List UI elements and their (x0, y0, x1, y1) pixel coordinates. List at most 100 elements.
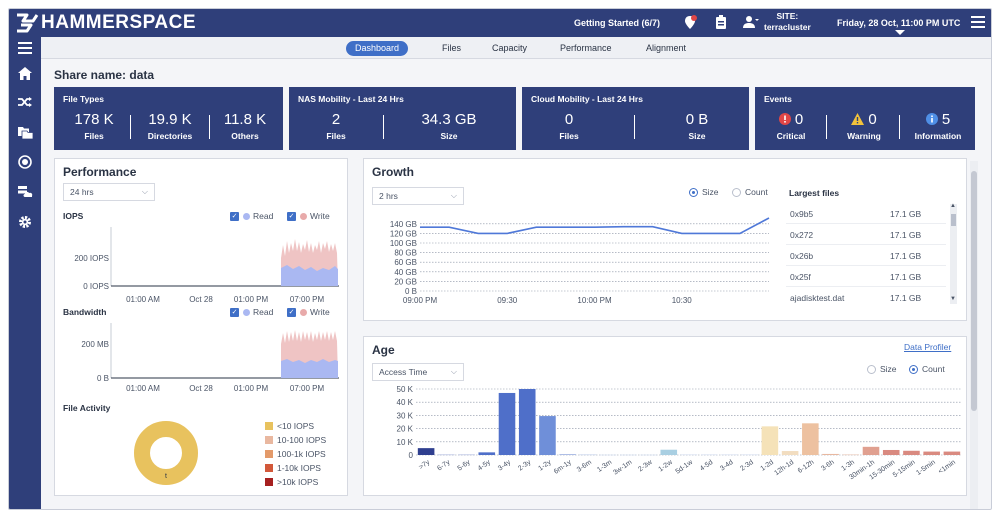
growth-count-radio[interactable]: Count (732, 187, 768, 197)
stat-value: 0 (761, 111, 821, 128)
tab-dashboard[interactable]: Dashboard (346, 41, 409, 56)
scroll-down-icon[interactable]: ▼ (950, 296, 956, 302)
age-bar[interactable] (882, 449, 900, 455)
age-bar[interactable] (438, 454, 455, 456)
largest-file-row[interactable]: ajadisktest.dat 17.1 GB (786, 288, 946, 308)
largest-file-row[interactable]: 0x26b 17.1 GB (786, 246, 946, 266)
stat-value: 5 (905, 111, 971, 128)
age-bar[interactable] (761, 426, 779, 455)
sidebar-menu-icon[interactable] (16, 41, 34, 59)
age-bar[interactable] (700, 454, 718, 456)
bandwidth-read-legend[interactable]: ✓ Read (230, 307, 273, 317)
age-bar[interactable] (680, 454, 698, 456)
scrollbar-thumb[interactable] (951, 214, 956, 226)
logo[interactable]: HAMMERSPACE (15, 12, 196, 34)
age-bar[interactable] (862, 446, 880, 455)
events-card[interactable]: Events 0 Critical 0 Warning 5 Informatio… (755, 87, 975, 150)
getting-started-link[interactable]: Getting Started (6/7) (574, 18, 661, 28)
settings-gear-icon[interactable] (16, 215, 34, 233)
age-bar[interactable] (478, 452, 496, 455)
tab-performance[interactable]: Performance (560, 43, 612, 53)
legend-swatch (265, 436, 273, 444)
divider (634, 115, 635, 139)
age-bar[interactable] (539, 416, 556, 455)
age-bar[interactable] (741, 454, 758, 456)
critical-count: 0 (794, 111, 804, 128)
age-bar[interactable] (498, 392, 516, 455)
cloud-mobility-card[interactable]: Cloud Mobility - Last 24 Hrs 0 Files 0 B… (522, 87, 749, 150)
data-profiler-link[interactable]: Data Profiler (904, 342, 952, 352)
time-tick-label: 07:00 PM (290, 295, 325, 304)
largest-file-row[interactable]: 0x272 17.1 GB (786, 225, 946, 245)
tab-files[interactable]: Files (442, 43, 462, 53)
stat-critical[interactable]: 0 Critical (761, 111, 821, 141)
page-scrollbar[interactable] (970, 161, 978, 509)
datetime[interactable]: Friday, 28 Oct, 11:00 PM UTC (837, 18, 961, 28)
divider (383, 115, 384, 139)
tab-alignment[interactable]: Alignment (646, 43, 687, 53)
age-bar[interactable] (458, 454, 475, 456)
age-bar[interactable] (923, 451, 940, 455)
age-bar[interactable] (943, 451, 961, 455)
age-chart: 50 K 40 K 30 K 20 K 10 K 0 >7y 6-7y 5-6y 4-5y 3-4y… (397, 385, 962, 481)
largest-files-scrollbar[interactable]: ▲ ▼ (950, 203, 957, 304)
bw-tick-label: 0 B (97, 374, 109, 383)
performance-range-select[interactable]: 24 hrs ⌵ (63, 183, 155, 201)
age-bar[interactable] (822, 453, 839, 455)
storage-cloud-icon[interactable] (16, 185, 34, 203)
age-bar[interactable] (903, 450, 920, 455)
file-types-card[interactable]: File Types 178 K Files 19.9 K Directorie… (54, 87, 283, 150)
age-bar[interactable] (559, 454, 576, 455)
growth-range-select[interactable]: 2 hrs ⌵ (372, 187, 464, 205)
bandwidth-label: Bandwidth (63, 307, 107, 317)
age-bar[interactable] (599, 454, 617, 456)
age-bar[interactable] (802, 423, 819, 455)
scroll-up-icon[interactable]: ▲ (950, 203, 956, 209)
largest-file-row[interactable]: 0x9b5 17.1 GB (786, 204, 946, 224)
age-bar[interactable] (620, 454, 637, 456)
age-bar[interactable] (721, 454, 738, 456)
iops-read-legend[interactable]: ✓ Read (230, 211, 273, 221)
growth-size-radio[interactable]: Size (689, 187, 719, 197)
iops-write-legend[interactable]: ✓ Write (287, 211, 330, 221)
time-tick-label: 01:00 AM (126, 295, 160, 304)
bandwidth-write-legend[interactable]: ✓ Write (287, 307, 330, 317)
tab-capacity[interactable]: Capacity (492, 43, 528, 53)
files-icon[interactable] (16, 125, 34, 143)
age-bar[interactable] (417, 448, 435, 455)
datetime-caret-icon[interactable] (895, 30, 905, 35)
home-icon[interactable] (16, 67, 34, 85)
age-bar[interactable] (842, 454, 860, 456)
checkbox-checked-icon: ✓ (287, 307, 296, 317)
age-x-tick: 3w-1m (612, 459, 633, 477)
pin-alert-icon[interactable] (682, 15, 698, 31)
scrollbar-thumb[interactable] (971, 171, 977, 411)
age-bar[interactable] (518, 389, 536, 455)
legend-swatch (265, 422, 273, 430)
radio-label: Count (922, 364, 945, 374)
target-icon[interactable] (16, 155, 34, 173)
age-bar[interactable] (579, 454, 597, 456)
hamburger-menu-icon[interactable] (971, 16, 985, 31)
card-title: File Types (63, 94, 104, 104)
stat-information[interactable]: 5 Information (905, 111, 971, 141)
age-x-tick: 1-3m (596, 459, 613, 474)
shuffle-icon[interactable] (16, 95, 34, 113)
radio-selected-icon (689, 187, 698, 197)
stat-value: 11.8 K (223, 111, 267, 128)
legend-label: Write (310, 211, 330, 221)
age-x-tick: 2-3w (637, 458, 654, 473)
growth-y-tick: 60 GB (394, 258, 417, 267)
age-bar[interactable] (660, 449, 678, 455)
age-range-select[interactable]: Access Time ⌵ (372, 363, 464, 381)
age-y-tick: 40 K (397, 398, 414, 407)
user-menu-icon[interactable] (743, 15, 759, 31)
largest-file-row[interactable]: 0x25f 17.1 GB (786, 267, 946, 287)
age-count-radio[interactable]: Count (909, 364, 945, 374)
nas-mobility-card[interactable]: NAS Mobility - Last 24 Hrs 2 Files 34.3 … (289, 87, 516, 150)
age-bar[interactable] (640, 454, 657, 456)
age-bar[interactable] (781, 451, 799, 455)
clipboard-icon[interactable] (713, 15, 729, 31)
age-size-radio[interactable]: Size (867, 364, 897, 374)
stat-warning[interactable]: 0 Warning (833, 111, 895, 141)
